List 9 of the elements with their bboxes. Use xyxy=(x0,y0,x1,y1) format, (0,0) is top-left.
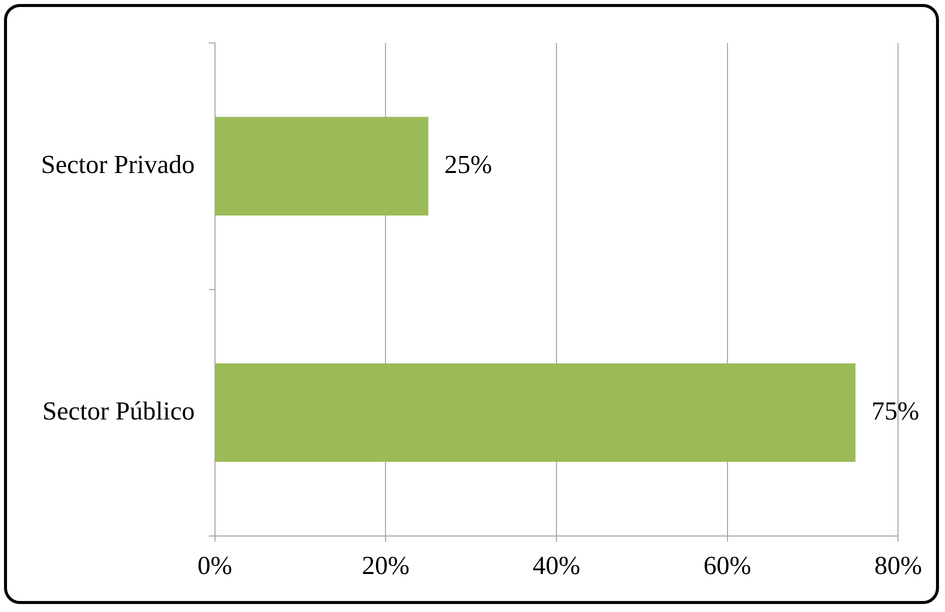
x-tick-label: 80% xyxy=(874,551,922,580)
y-tick-label: Sector Privado xyxy=(40,150,195,180)
x-tick-label: 40% xyxy=(532,551,580,580)
data-label: 75% xyxy=(871,396,920,426)
x-tick-label: 0% xyxy=(197,551,232,580)
x-tick-label: 20% xyxy=(362,551,410,580)
data-label: 25% xyxy=(444,150,492,180)
y-tick-label: Sector Público xyxy=(42,396,195,426)
x-tick-label: 60% xyxy=(703,551,752,580)
